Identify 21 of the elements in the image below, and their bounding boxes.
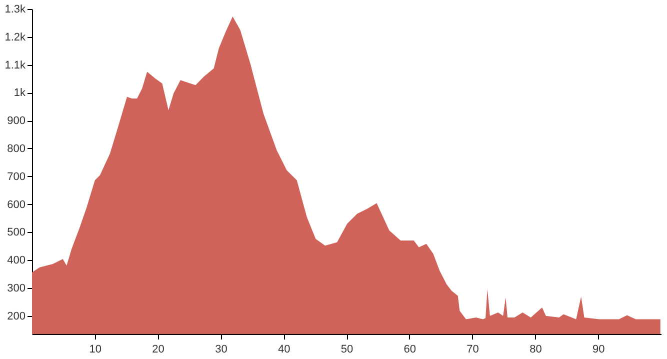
y-tick-label: 500 [7,226,26,239]
x-tick-label: 60 [404,344,416,356]
y-tick-label: 1.2k [4,31,26,44]
y-tick-label: 300 [7,282,26,294]
x-tick-label: 50 [340,344,354,356]
x-tick-label: 30 [215,344,228,356]
x-tick-label: 90 [592,344,605,356]
y-tick-label: 200 [7,310,26,322]
y-tick-label: 900 [7,115,26,128]
y-tick-label: 1.1k [4,59,26,72]
x-tick-label: 10 [89,344,102,356]
y-tick-label: 1.3k [4,4,26,16]
x-tick-label: 20 [152,344,164,356]
x-tick-label: 80 [530,344,542,356]
x-tick-label: 40 [278,344,290,356]
x-tick-label: 70 [466,344,479,356]
y-tick-label: 1k [14,87,26,100]
y-tick-label: 800 [7,142,26,155]
y-tick-label: 700 [7,170,26,183]
y-tick-label: 400 [7,254,26,267]
y-tick-label: 600 [7,198,26,211]
